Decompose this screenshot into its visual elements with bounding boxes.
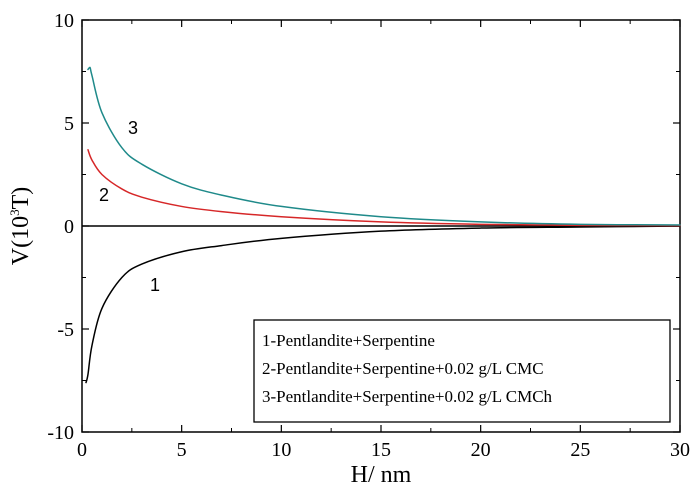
series-3-label: 3 bbox=[128, 118, 138, 138]
x-tick-label: 20 bbox=[471, 439, 491, 461]
legend: 1-Pentlandite+Serpentine 2-Pentlandite+S… bbox=[253, 319, 671, 423]
svg-text:V(103T): V(103T) bbox=[7, 187, 34, 265]
x-axis-title: H/ nm bbox=[351, 462, 412, 488]
x-tick-label: 30 bbox=[670, 439, 690, 461]
labels-layer: 1 2 3 bbox=[99, 118, 160, 295]
ticks: 0 5 10 15 20 25 30 -10 -5 0 5 10 bbox=[47, 10, 690, 461]
legend-box bbox=[253, 319, 671, 423]
legend-entry-1: 1-Pentlandite+Serpentine bbox=[262, 331, 435, 350]
series-3-line bbox=[87, 66, 681, 226]
x-tick-label: 5 bbox=[177, 439, 187, 461]
series-1-line bbox=[85, 225, 681, 384]
x-tick-label: 10 bbox=[271, 439, 291, 461]
legend-entry-3: 3-Pentlandite+Serpentine+0.02 g/L CMCh bbox=[262, 387, 553, 406]
series-2-line bbox=[87, 149, 681, 227]
y-axis-title: V(103T) bbox=[7, 187, 34, 265]
legend-entry-2: 2-Pentlandite+Serpentine+0.02 g/L CMC bbox=[262, 359, 544, 378]
y-tick-label: 0 bbox=[64, 216, 74, 238]
x-tick-label: 15 bbox=[371, 439, 391, 461]
series-layer bbox=[85, 66, 681, 384]
x-tick-label: 0 bbox=[77, 439, 87, 461]
y-tick-label: -10 bbox=[47, 422, 74, 444]
y-axis-title-prefix: V(10 bbox=[8, 216, 34, 265]
y-tick-label: -5 bbox=[57, 319, 74, 341]
y-axis-title-sup: 3 bbox=[7, 209, 22, 216]
series-1-label: 1 bbox=[150, 275, 160, 295]
y-tick-label: 5 bbox=[64, 113, 74, 135]
y-tick-label: 10 bbox=[54, 10, 74, 32]
x-tick-label: 25 bbox=[570, 439, 590, 461]
y-axis-title-suffix: T) bbox=[8, 187, 34, 210]
series-2-label: 2 bbox=[99, 185, 109, 205]
